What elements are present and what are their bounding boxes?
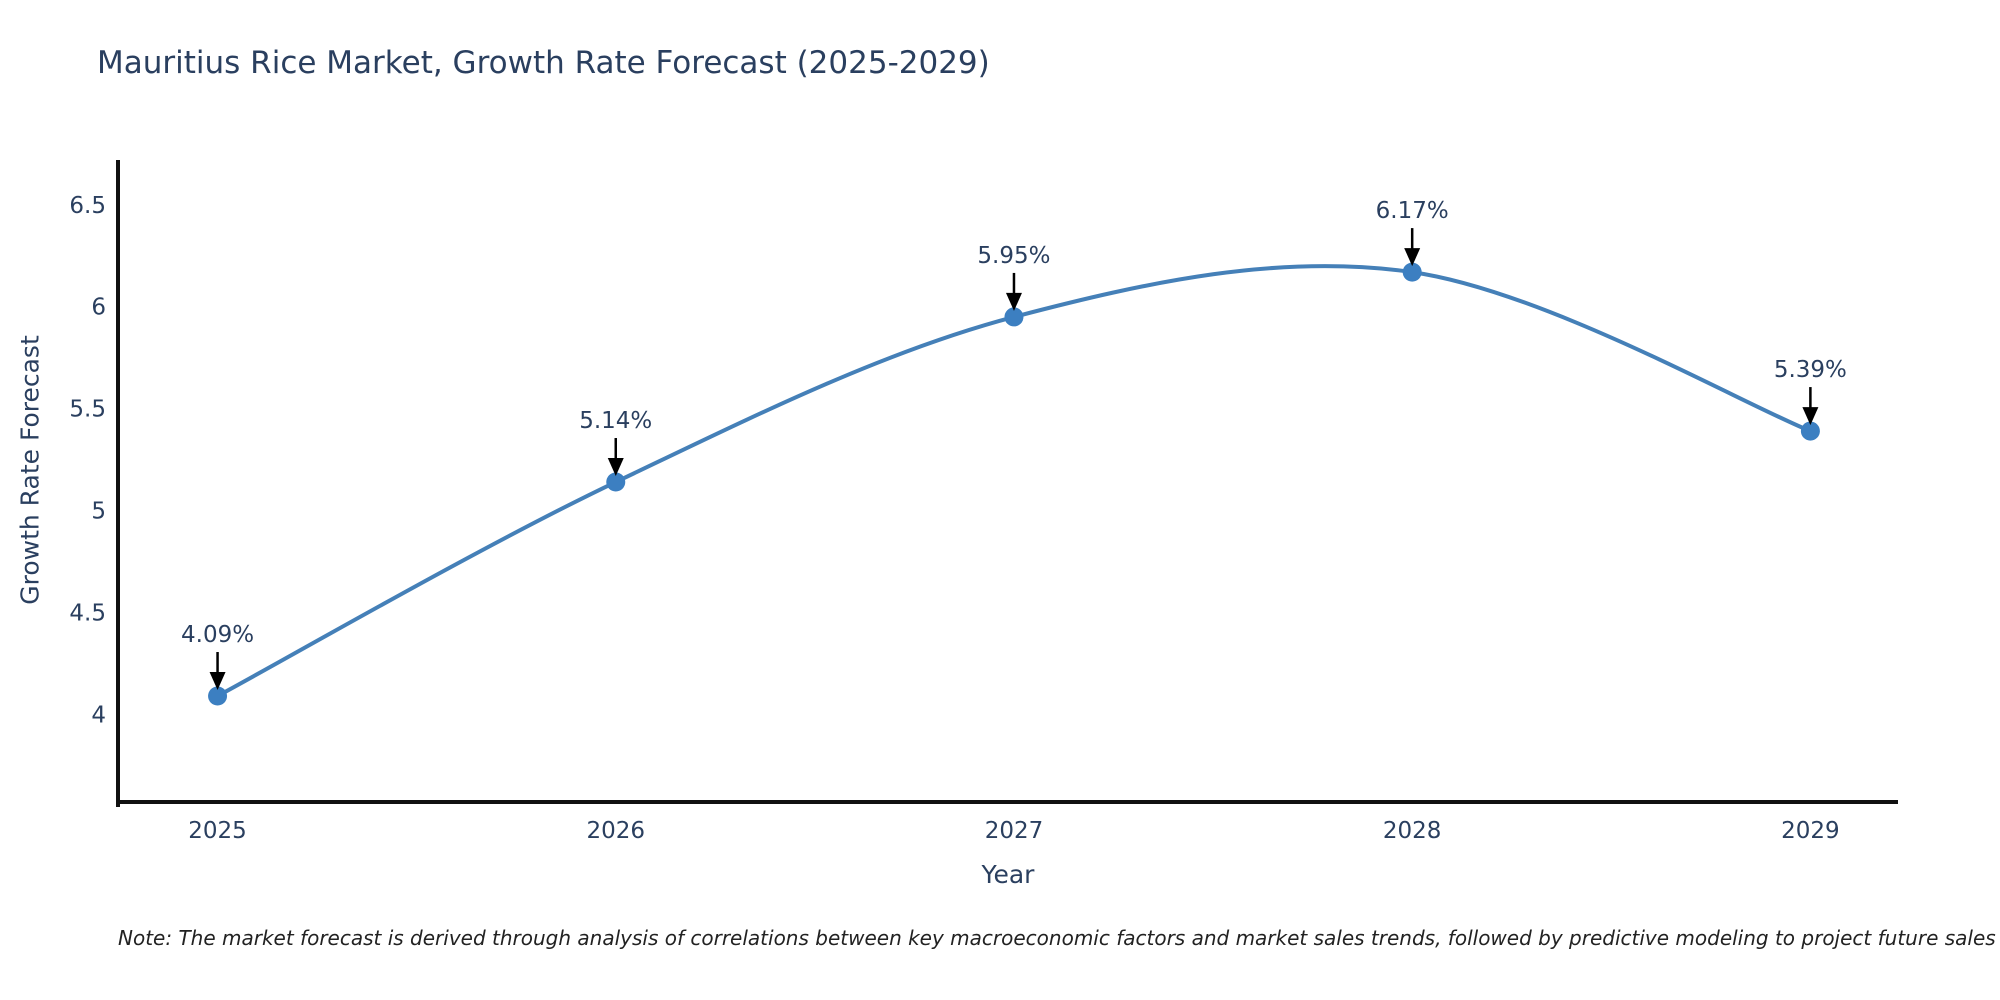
- y-tick-label: 4.5: [69, 600, 106, 626]
- x-tick-label: 2029: [1781, 818, 1840, 844]
- data-point-marker: [1402, 262, 1422, 282]
- annotation-arrowhead: [1005, 292, 1022, 311]
- annotation-label: 4.09%: [181, 622, 254, 648]
- annotation-arrowhead: [209, 672, 226, 691]
- annotation-label: 5.95%: [977, 243, 1050, 269]
- y-tick-label: 5.5: [69, 397, 106, 423]
- y-tick-label: 6.5: [69, 193, 106, 219]
- x-tick-label: 2025: [188, 818, 247, 844]
- x-axis-title: Year: [981, 860, 1035, 889]
- data-point-marker: [606, 472, 626, 492]
- trend-line: [215, 264, 1813, 699]
- annotation-label: 5.14%: [579, 408, 652, 434]
- chart-title: Mauritius Rice Market, Growth Rate Forec…: [97, 45, 990, 81]
- annotation-arrowhead: [1404, 248, 1421, 267]
- x-tick-label: 2026: [586, 818, 645, 844]
- data-point-marker: [1004, 307, 1024, 327]
- y-tick-label: 4: [91, 702, 106, 728]
- data-point-marker: [208, 686, 228, 706]
- annotation-label: 5.39%: [1774, 357, 1847, 383]
- annotation-arrowhead: [607, 458, 624, 477]
- data-point-marker: [1800, 421, 1820, 441]
- y-tick-label: 5: [91, 499, 106, 525]
- y-tick-label: 6: [91, 295, 106, 321]
- y-axis-title: Growth Rate Forecast: [15, 335, 45, 605]
- annotation-arrowhead: [1802, 407, 1819, 426]
- x-tick-label: 2027: [985, 818, 1044, 844]
- annotation-label: 6.17%: [1376, 198, 1449, 224]
- footnote: Note: The market forecast is derived thr…: [118, 926, 1996, 950]
- x-tick-label: 2028: [1383, 818, 1442, 844]
